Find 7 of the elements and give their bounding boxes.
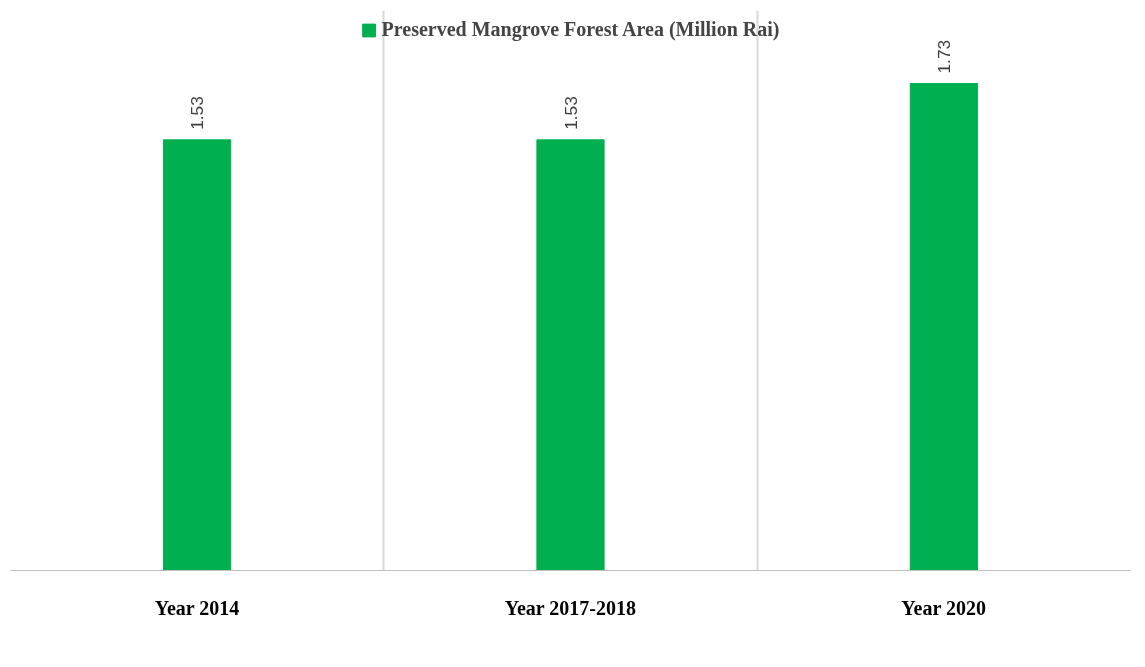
data-label: 1.53	[187, 96, 208, 130]
x-tick-label: Year 2020	[901, 596, 986, 619]
data-label: 1.53	[560, 96, 581, 130]
x-tick-label: Year 2017-2018	[504, 596, 636, 619]
x-tick-label: Year 2014	[154, 596, 240, 619]
data-label: 1.73	[933, 39, 954, 74]
legend-label: Preserved Mangrove Forest Area (Million Rai)	[381, 18, 780, 41]
